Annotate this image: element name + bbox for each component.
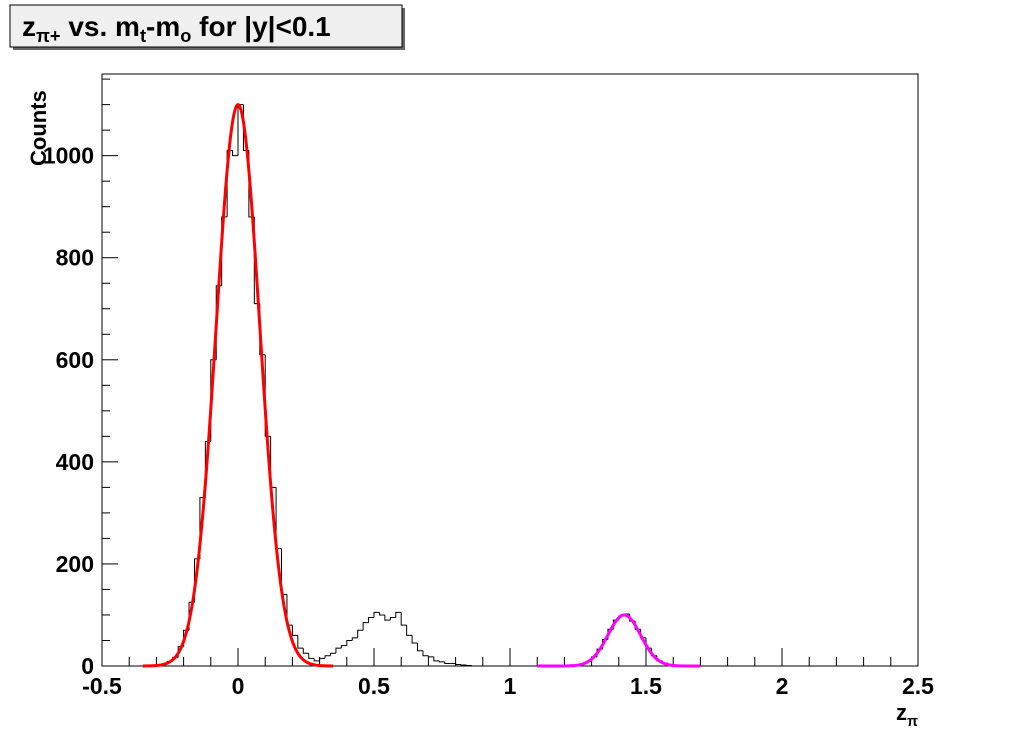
y-tick-label: 1000 (43, 143, 94, 169)
histogram-bin (308, 653, 315, 659)
histogram-bin (346, 639, 353, 646)
histogram-bin (406, 625, 413, 636)
histogram-bin (471, 665, 478, 667)
x-tick-label: 2 (776, 673, 789, 699)
text-part: -m (146, 11, 180, 42)
histogram-bin (302, 648, 309, 654)
x-tick-label: 0.5 (358, 673, 390, 699)
y-tick-label: 600 (56, 347, 94, 373)
subscript: o (180, 26, 191, 46)
histogram-bin (335, 647, 342, 654)
histogram-bin (455, 663, 462, 665)
subscript: π+ (36, 26, 61, 46)
histogram-bin (357, 629, 364, 638)
subscript: t (140, 26, 146, 46)
fit-curve (537, 613, 701, 668)
y-tick-label: 400 (56, 449, 94, 475)
histogram-bin (389, 617, 396, 621)
histogram-bin (460, 664, 467, 666)
histogram-bin (232, 150, 238, 157)
histogram-bin (319, 657, 326, 661)
histogram-bin (400, 612, 407, 626)
histogram-bin (226, 150, 233, 217)
subscript: π (907, 714, 918, 730)
text-part: z (896, 700, 907, 725)
histogram-bin (313, 658, 320, 662)
histogram-bin (438, 660, 445, 663)
text-part: z (22, 11, 36, 42)
histogram-bin (444, 661, 451, 664)
x-axis-label: zπ (896, 700, 918, 730)
histogram-bin (417, 643, 423, 652)
y-axis-label: Counts (26, 90, 51, 166)
x-tick-label: 1.5 (630, 673, 662, 699)
histogram-bin (329, 652, 336, 656)
histogram-bin (324, 655, 331, 659)
text-part: for |y|<0.1 (191, 11, 330, 42)
histogram-bin (362, 622, 369, 631)
title-box (9, 4, 403, 48)
histogram-bin (427, 655, 434, 658)
histogram-bin (264, 354, 271, 437)
y-tick-label: 200 (56, 551, 94, 577)
histogram-bin (433, 656, 440, 662)
histogram-bin (378, 612, 385, 616)
fit-curve (142, 102, 334, 668)
x-tick-label: 2.5 (902, 673, 934, 699)
histogram-bin (395, 611, 402, 618)
x-tick-label: 1 (504, 673, 517, 699)
chart-title: zπ+ vs. mt-mo for |y|<0.1 (22, 11, 331, 46)
y-tick-label: 0 (81, 653, 94, 679)
histogram-bin (465, 664, 472, 666)
histogram-bin (297, 635, 304, 649)
x-tick-label: -0.5 (82, 673, 122, 699)
histogram-bin (373, 611, 380, 618)
histogram-bin (351, 637, 358, 641)
text-part: vs. m (61, 11, 140, 42)
histogram-bin (384, 614, 391, 621)
x-tick-label: 0 (232, 673, 245, 699)
histogram-bin (291, 625, 298, 636)
histogram-bin (422, 650, 429, 657)
y-tick-label: 800 (56, 245, 94, 271)
histogram-bin (368, 617, 374, 623)
histogram-bin (411, 635, 418, 644)
histogram-bin (340, 645, 347, 649)
